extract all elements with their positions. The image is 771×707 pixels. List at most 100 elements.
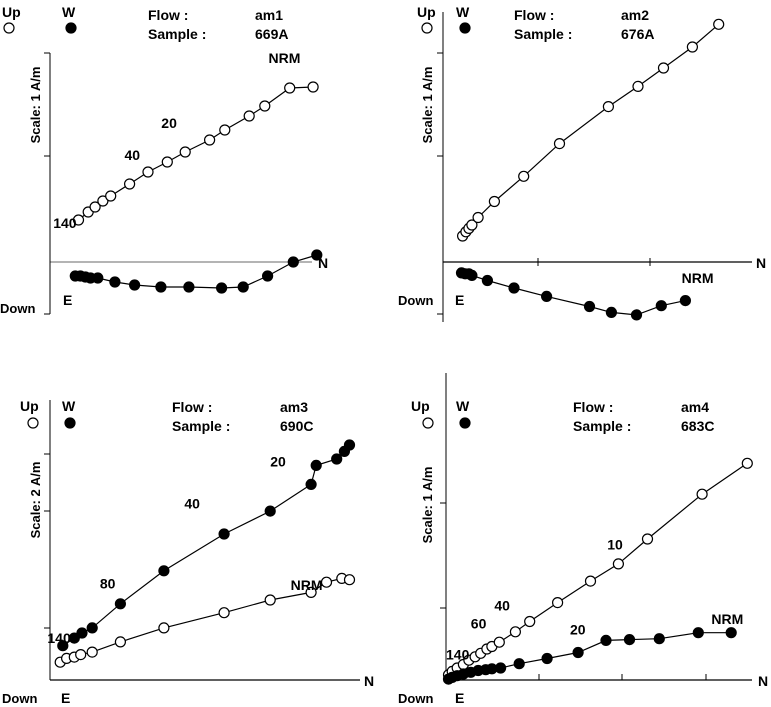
step-annotation: NRM: [711, 611, 743, 627]
sample-value: 690C: [280, 418, 313, 434]
axis-e-label: E: [455, 292, 464, 308]
open-data-point: [524, 615, 536, 628]
open-data-point: [641, 533, 654, 545]
sample-label: Sample :: [148, 26, 206, 42]
open-data-point: [264, 594, 276, 606]
filled-data-point: [155, 281, 167, 293]
step-annotation: 20: [570, 621, 586, 637]
flow-label: Flow :: [514, 7, 554, 23]
open-data-point: [493, 636, 505, 648]
filled-data-point: [572, 646, 584, 659]
filled-series-line: [62, 444, 350, 647]
filled-data-point: [605, 306, 618, 318]
scale-label: Scale: 1 A/m: [28, 67, 43, 144]
filled-data-point: [653, 633, 665, 645]
filled-data-point: [262, 270, 274, 282]
legend-filled-circle-icon: [65, 22, 77, 34]
axis-n-label: N: [364, 673, 374, 689]
axis-down-label: Down: [2, 691, 37, 706]
filled-data-point: [311, 249, 323, 261]
axis-n-label: N: [758, 673, 768, 689]
legend-w-label: W: [456, 398, 470, 414]
axis-e-label: E: [455, 690, 464, 706]
filled-data-point: [630, 309, 643, 321]
step-annotation: 40: [125, 147, 141, 163]
open-data-point: [551, 596, 564, 609]
step-annotation: 20: [270, 454, 286, 470]
open-data-point: [142, 166, 154, 178]
filled-data-point: [129, 279, 141, 291]
step-annotation: 80: [100, 576, 116, 592]
open-data-point: [343, 574, 356, 586]
filled-data-point: [600, 634, 612, 647]
open-data-point: [86, 646, 98, 658]
filled-data-point: [218, 528, 230, 540]
legend-up-label: Up: [2, 4, 21, 20]
open-data-point: [657, 62, 670, 74]
open-data-point: [466, 219, 478, 231]
open-data-point: [97, 195, 109, 207]
step-annotation: NRM: [291, 577, 323, 593]
filled-data-point: [541, 652, 553, 665]
open-data-point: [632, 80, 644, 93]
step-annotation: NRM: [682, 270, 714, 286]
open-data-point: [602, 100, 615, 113]
filled-data-point: [305, 478, 317, 490]
step-annotation: 140: [446, 646, 470, 662]
open-data-point: [124, 178, 136, 190]
open-data-point: [179, 146, 191, 158]
step-annotation: 20: [161, 115, 177, 131]
filled-data-point: [109, 276, 121, 288]
open-data-point: [307, 81, 319, 93]
flow-value: am2: [621, 7, 649, 23]
open-data-point: [305, 586, 317, 599]
filled-data-point: [513, 658, 525, 670]
open-data-point: [320, 576, 333, 588]
filled-data-point: [76, 627, 88, 639]
filled-data-point: [725, 627, 737, 639]
sample-value: 669A: [255, 26, 288, 42]
open-data-point: [218, 607, 230, 619]
open-data-point: [259, 100, 271, 112]
legend-up-label: Up: [20, 398, 39, 414]
flow-value: am4: [681, 399, 709, 415]
filled-data-point: [183, 281, 195, 293]
legend-up-label: Up: [411, 398, 430, 414]
open-data-point: [584, 575, 597, 587]
legend-open-circle-icon: [421, 22, 433, 34]
axis-n-label: N: [318, 255, 328, 271]
panel-am3: Up W Flow : am3 Sample : 690C Down E N S…: [2, 398, 374, 706]
filled-data-point: [495, 662, 507, 674]
legend-w-label: W: [456, 4, 470, 20]
open-data-point: [612, 558, 625, 570]
open-data-point: [741, 457, 753, 469]
filled-data-point: [216, 282, 228, 294]
step-annotation: 140: [53, 215, 77, 231]
step-annotation: NRM: [269, 50, 301, 66]
open-data-point: [158, 622, 170, 634]
legend-open-circle-icon: [27, 417, 39, 429]
filled-data-point: [287, 256, 299, 268]
flow-label: Flow :: [573, 399, 613, 415]
legend-open-circle-icon: [3, 22, 15, 34]
open-data-point: [105, 190, 117, 202]
axis-down-label: Down: [398, 293, 433, 308]
panel-am1: Up W Flow : am1 Sample : 669A Down E N S…: [0, 4, 328, 316]
legend-open-circle-icon: [422, 417, 434, 429]
open-data-point: [518, 170, 530, 182]
legend-filled-circle-icon: [459, 417, 471, 429]
scale-label: Scale: 1 A/m: [420, 467, 435, 544]
filled-data-point: [508, 282, 520, 294]
panel-am2: Up W Flow : am2 Sample : 676A Down E N S…: [398, 4, 766, 322]
legend-w-label: W: [62, 398, 76, 414]
axis-n-label: N: [756, 255, 766, 271]
flow-label: Flow :: [172, 399, 212, 415]
filled-data-point: [264, 505, 276, 517]
scale-label: Scale: 2 A/m: [28, 462, 43, 539]
filled-data-point: [623, 633, 636, 646]
step-annotation: 40: [184, 496, 200, 512]
filled-data-point: [655, 300, 667, 312]
filled-data-point: [583, 300, 596, 313]
flow-value: am3: [280, 399, 308, 415]
